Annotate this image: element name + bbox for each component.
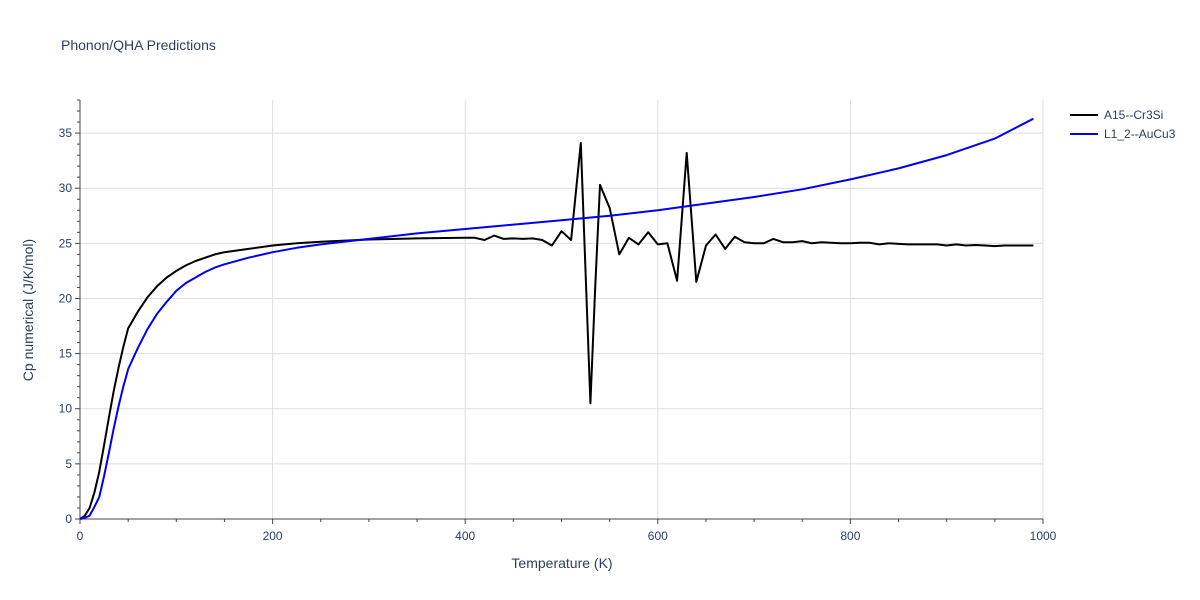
x-tick-label: 200: [263, 529, 283, 543]
y-tick-label: 0: [65, 512, 72, 526]
y-axis-title: Cp numerical (J/K/mol): [20, 239, 36, 381]
x-axis-title: Temperature (K): [511, 555, 612, 571]
y-tick-label: 15: [59, 347, 73, 361]
legend[interactable]: A15--Cr3Si L1_2--AuCu3: [1070, 108, 1176, 141]
y-tick-label: 25: [59, 236, 73, 250]
legend-item-1[interactable]: L1_2--AuCu3: [1070, 127, 1176, 141]
y-tick-label: 5: [65, 457, 72, 471]
series-line-1: [79, 117, 1034, 520]
grid: [80, 100, 1044, 519]
legend-item-0[interactable]: A15--Cr3Si: [1070, 108, 1163, 122]
x-tick-label: 600: [648, 529, 668, 543]
y-tick-label: 35: [59, 126, 73, 140]
x-tick-label: 400: [455, 529, 475, 543]
y-tick-label: 10: [59, 402, 73, 416]
legend-label: A15--Cr3Si: [1104, 108, 1163, 122]
legend-label: L1_2--AuCu3: [1104, 127, 1176, 141]
x-tick-label: 800: [840, 529, 860, 543]
plot-lines: [79, 117, 1034, 520]
y-axis: 0 5 10 15 20 25 30 35: [59, 99, 81, 526]
x-tick-label: 1000: [1030, 529, 1057, 543]
chart-title: Phonon/QHA Predictions: [61, 37, 216, 53]
x-tick-label: 0: [77, 529, 84, 543]
y-tick-label: 20: [59, 291, 73, 305]
y-tick-label: 30: [59, 181, 73, 195]
series-line-0: [79, 142, 1034, 520]
x-axis: 0 200 400 600 800 1000: [77, 518, 1057, 543]
